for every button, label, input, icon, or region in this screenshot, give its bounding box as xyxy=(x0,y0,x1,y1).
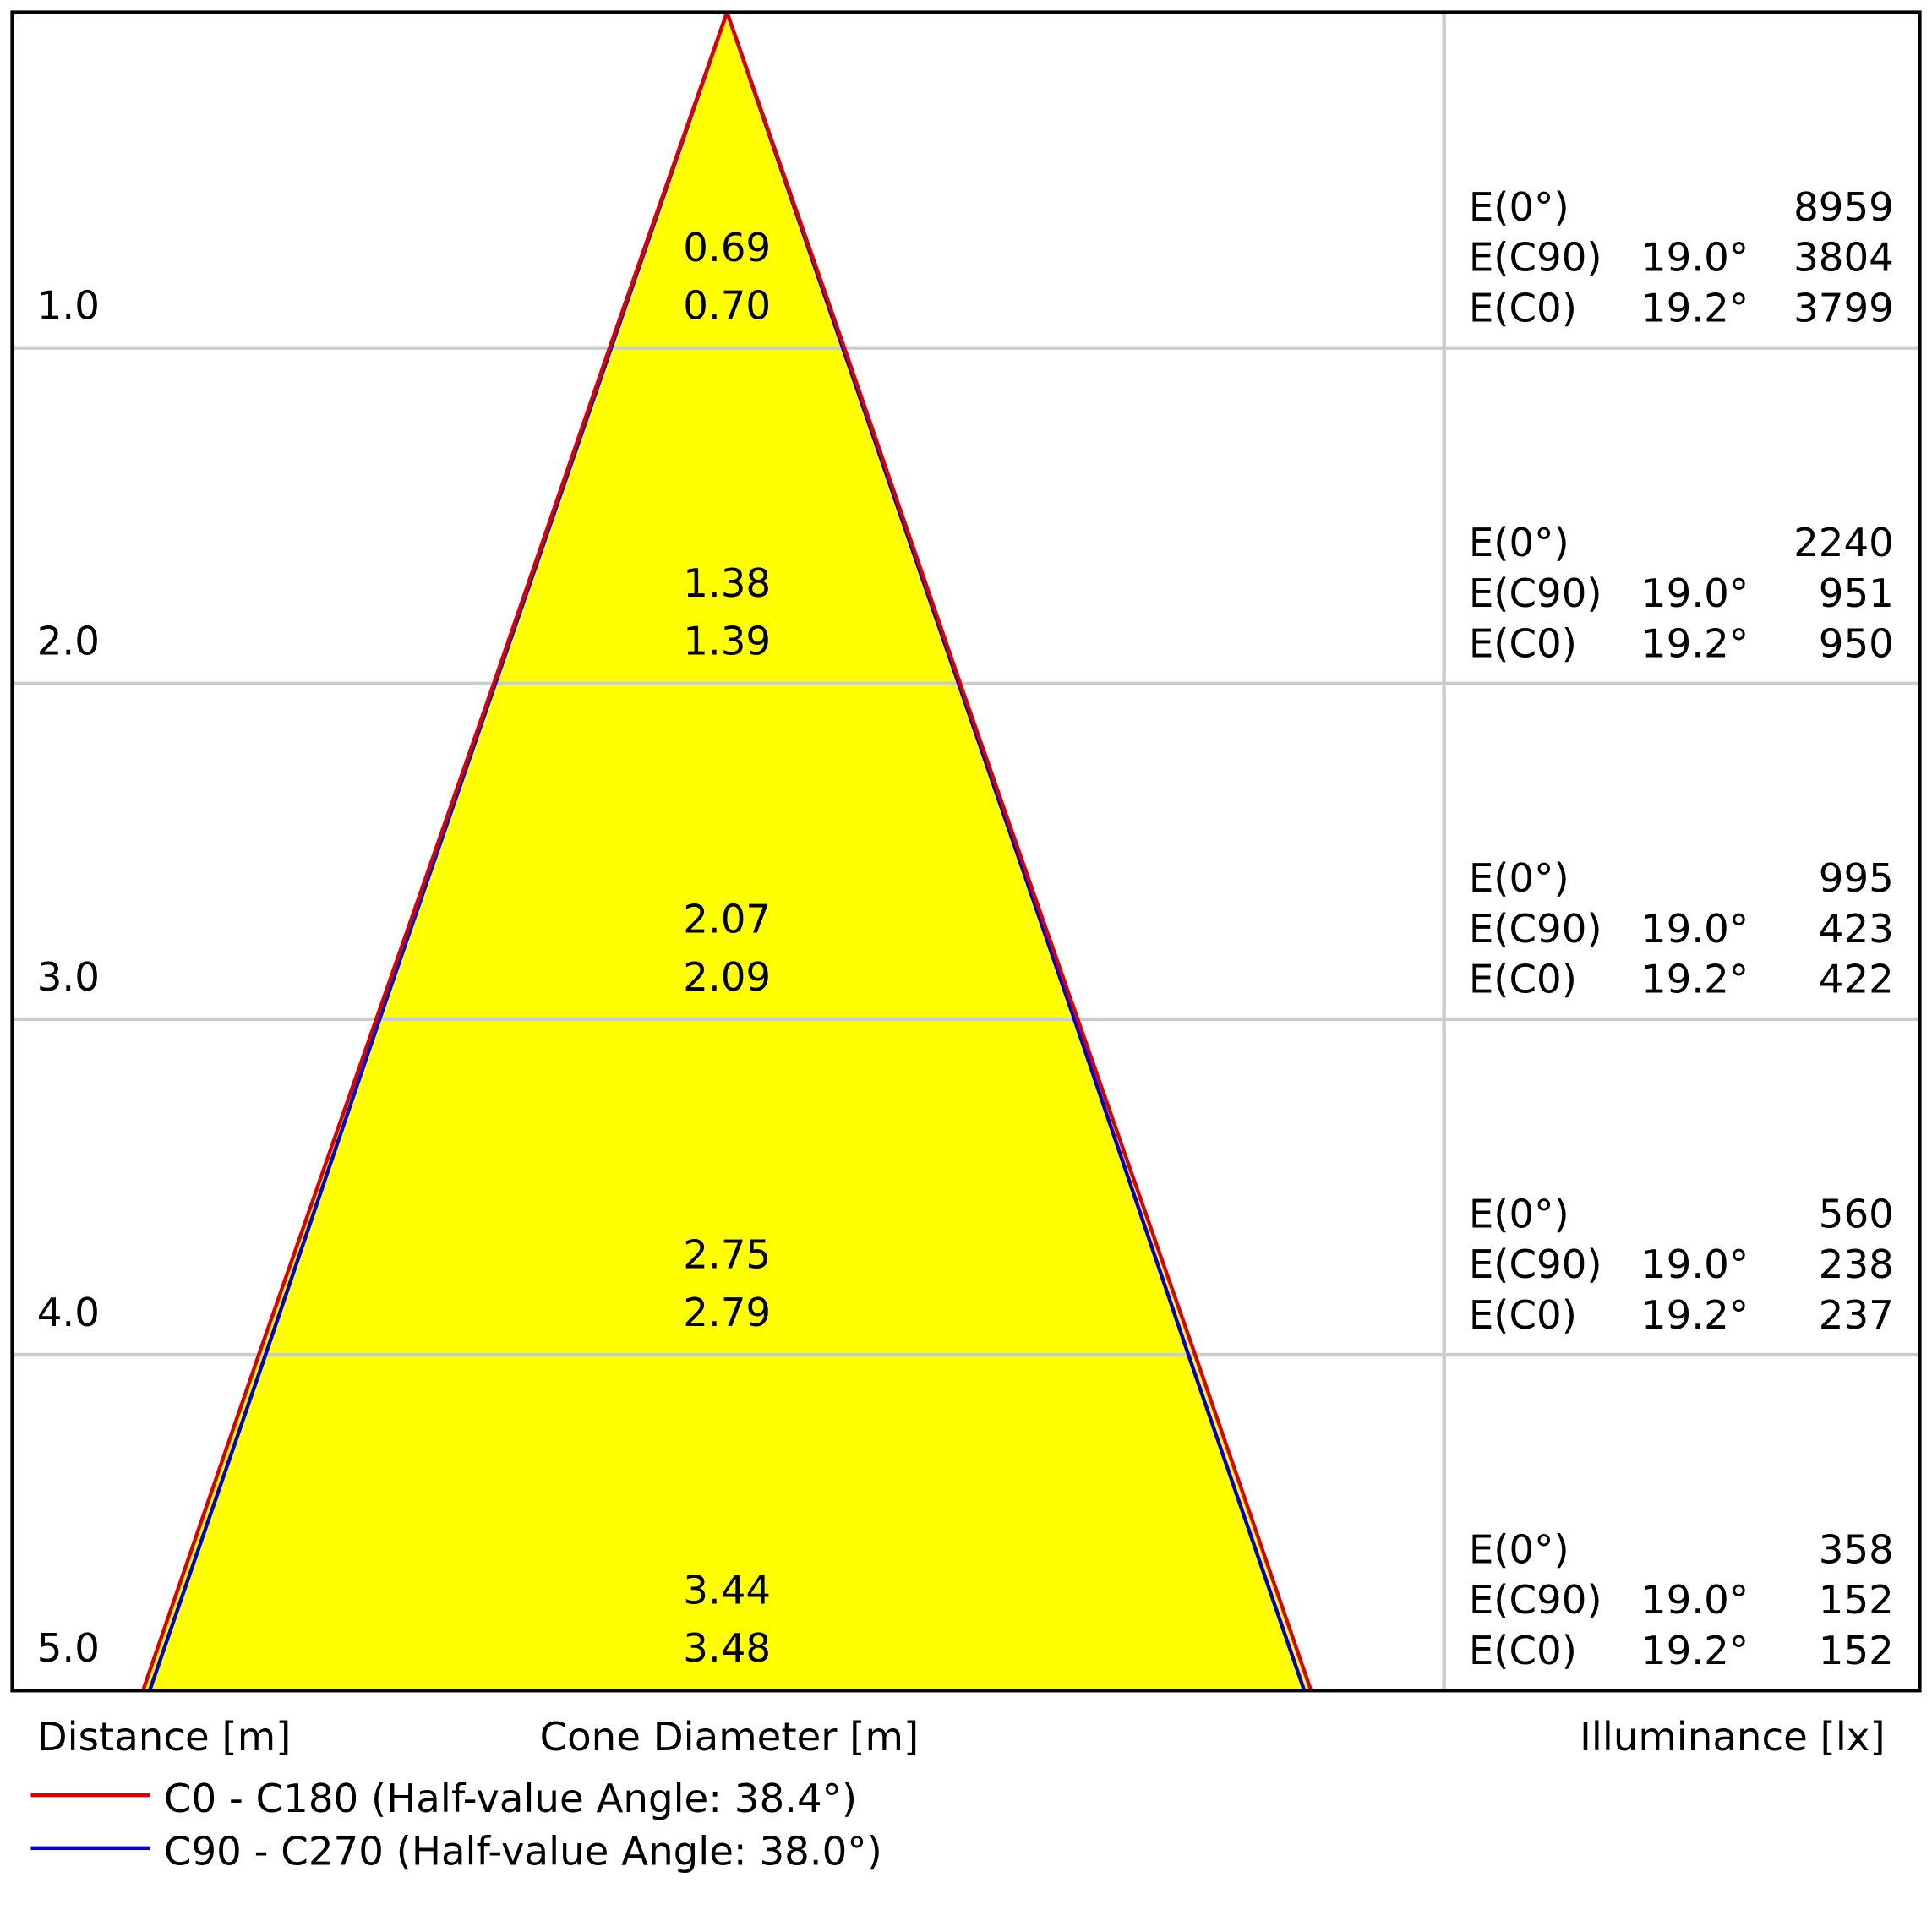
illuminance-value: 358 xyxy=(1819,1527,1894,1573)
illuminance-row-label: E(0°) xyxy=(1469,1192,1569,1237)
diameter-label: 2.75 xyxy=(683,1232,771,1278)
angle-label: 19.0° xyxy=(1641,571,1749,617)
angle-label: 19.0° xyxy=(1641,1242,1749,1288)
diameter-label: 2.09 xyxy=(683,955,771,1001)
illuminance-value: 8959 xyxy=(1793,185,1894,231)
illuminance-row-label: E(C90) xyxy=(1469,236,1602,281)
illuminance-value: 3799 xyxy=(1793,286,1894,331)
center-axis-label: Cone Diameter [m] xyxy=(540,1715,920,1760)
illuminance-row-label: E(0°) xyxy=(1469,1527,1569,1573)
illuminance-value: 238 xyxy=(1819,1242,1894,1288)
cone-edge xyxy=(843,347,1313,1691)
angle-label: 19.2° xyxy=(1641,622,1749,668)
legend-label: C0 - C180 (Half-value Angle: 38.4°) xyxy=(164,1776,857,1822)
angle-label: 19.2° xyxy=(1641,286,1749,331)
illuminance-row-label: E(C90) xyxy=(1469,1242,1602,1288)
angle-label: 19.2° xyxy=(1641,958,1749,1003)
illuminance-value: 951 xyxy=(1819,571,1894,617)
illuminance-row-label: E(C90) xyxy=(1469,907,1602,952)
diameter-label: 1.39 xyxy=(683,619,771,665)
distance-label: 2.0 xyxy=(37,619,100,665)
cone-fill xyxy=(143,12,1312,1691)
right-axis-label: Illuminance [lx] xyxy=(1580,1715,1885,1760)
illuminance-row-label: E(C0) xyxy=(1469,286,1577,331)
diameter-label: 2.79 xyxy=(683,1291,771,1336)
illuminance-row-label: E(C0) xyxy=(1469,1629,1577,1674)
cone-edge-apex xyxy=(608,11,729,349)
legend-label: C90 - C270 (Half-value Angle: 38.0°) xyxy=(164,1830,882,1875)
illuminance-value: 950 xyxy=(1819,622,1894,668)
cone-edge-apex xyxy=(725,11,847,349)
illuminance-row-label: E(C0) xyxy=(1469,622,1577,668)
distance-label: 4.0 xyxy=(37,1291,100,1336)
illuminance-value: 995 xyxy=(1819,856,1894,902)
plot: 1.0 2.0 3.0 4.0 5.0 0.69 1.38 2.07 2.75 3.44 0.70 1… xyxy=(10,10,1922,1693)
diameter-label: 3.44 xyxy=(683,1569,771,1614)
illuminance-value: 3804 xyxy=(1793,236,1894,281)
illuminance-row-label: E(0°) xyxy=(1469,185,1569,231)
distance-label: 1.0 xyxy=(37,284,100,330)
diameter-label: 0.70 xyxy=(683,284,771,330)
illuminance-value: 152 xyxy=(1819,1629,1894,1674)
illuminance-value: 2240 xyxy=(1793,521,1894,566)
illuminance-row-label: E(C0) xyxy=(1469,1293,1577,1339)
x-axis-label: Distance [m] xyxy=(37,1715,292,1760)
distance-label: 5.0 xyxy=(37,1626,100,1672)
cone-edge xyxy=(141,347,612,1691)
illuminance-row-label: E(0°) xyxy=(1469,521,1569,566)
frame xyxy=(10,10,1922,1693)
illuminance-value: 423 xyxy=(1819,907,1894,952)
distance-label: 3.0 xyxy=(37,955,100,1001)
illuminance-row-label: E(0°) xyxy=(1469,856,1569,902)
angle-label: 19.0° xyxy=(1641,907,1749,952)
angle-label: 19.0° xyxy=(1641,236,1749,281)
diameter-label: 1.38 xyxy=(683,561,771,607)
illuminance-row-label: E(C90) xyxy=(1469,571,1602,617)
illuminance-value: 560 xyxy=(1819,1192,1894,1237)
illuminance-value: 422 xyxy=(1819,958,1894,1003)
angle-label: 19.0° xyxy=(1641,1578,1749,1624)
diameter-label: 2.07 xyxy=(683,897,771,942)
illuminance-value: 237 xyxy=(1819,1293,1894,1339)
angle-label: 19.2° xyxy=(1641,1629,1749,1674)
diameter-label: 3.48 xyxy=(683,1626,771,1672)
illuminance-row-label: E(C90) xyxy=(1469,1578,1602,1624)
illuminance-value: 152 xyxy=(1819,1578,1894,1624)
diameter-label: 0.69 xyxy=(683,226,771,271)
illuminance-row-label: E(C0) xyxy=(1469,958,1577,1003)
angle-label: 19.2° xyxy=(1641,1293,1749,1339)
